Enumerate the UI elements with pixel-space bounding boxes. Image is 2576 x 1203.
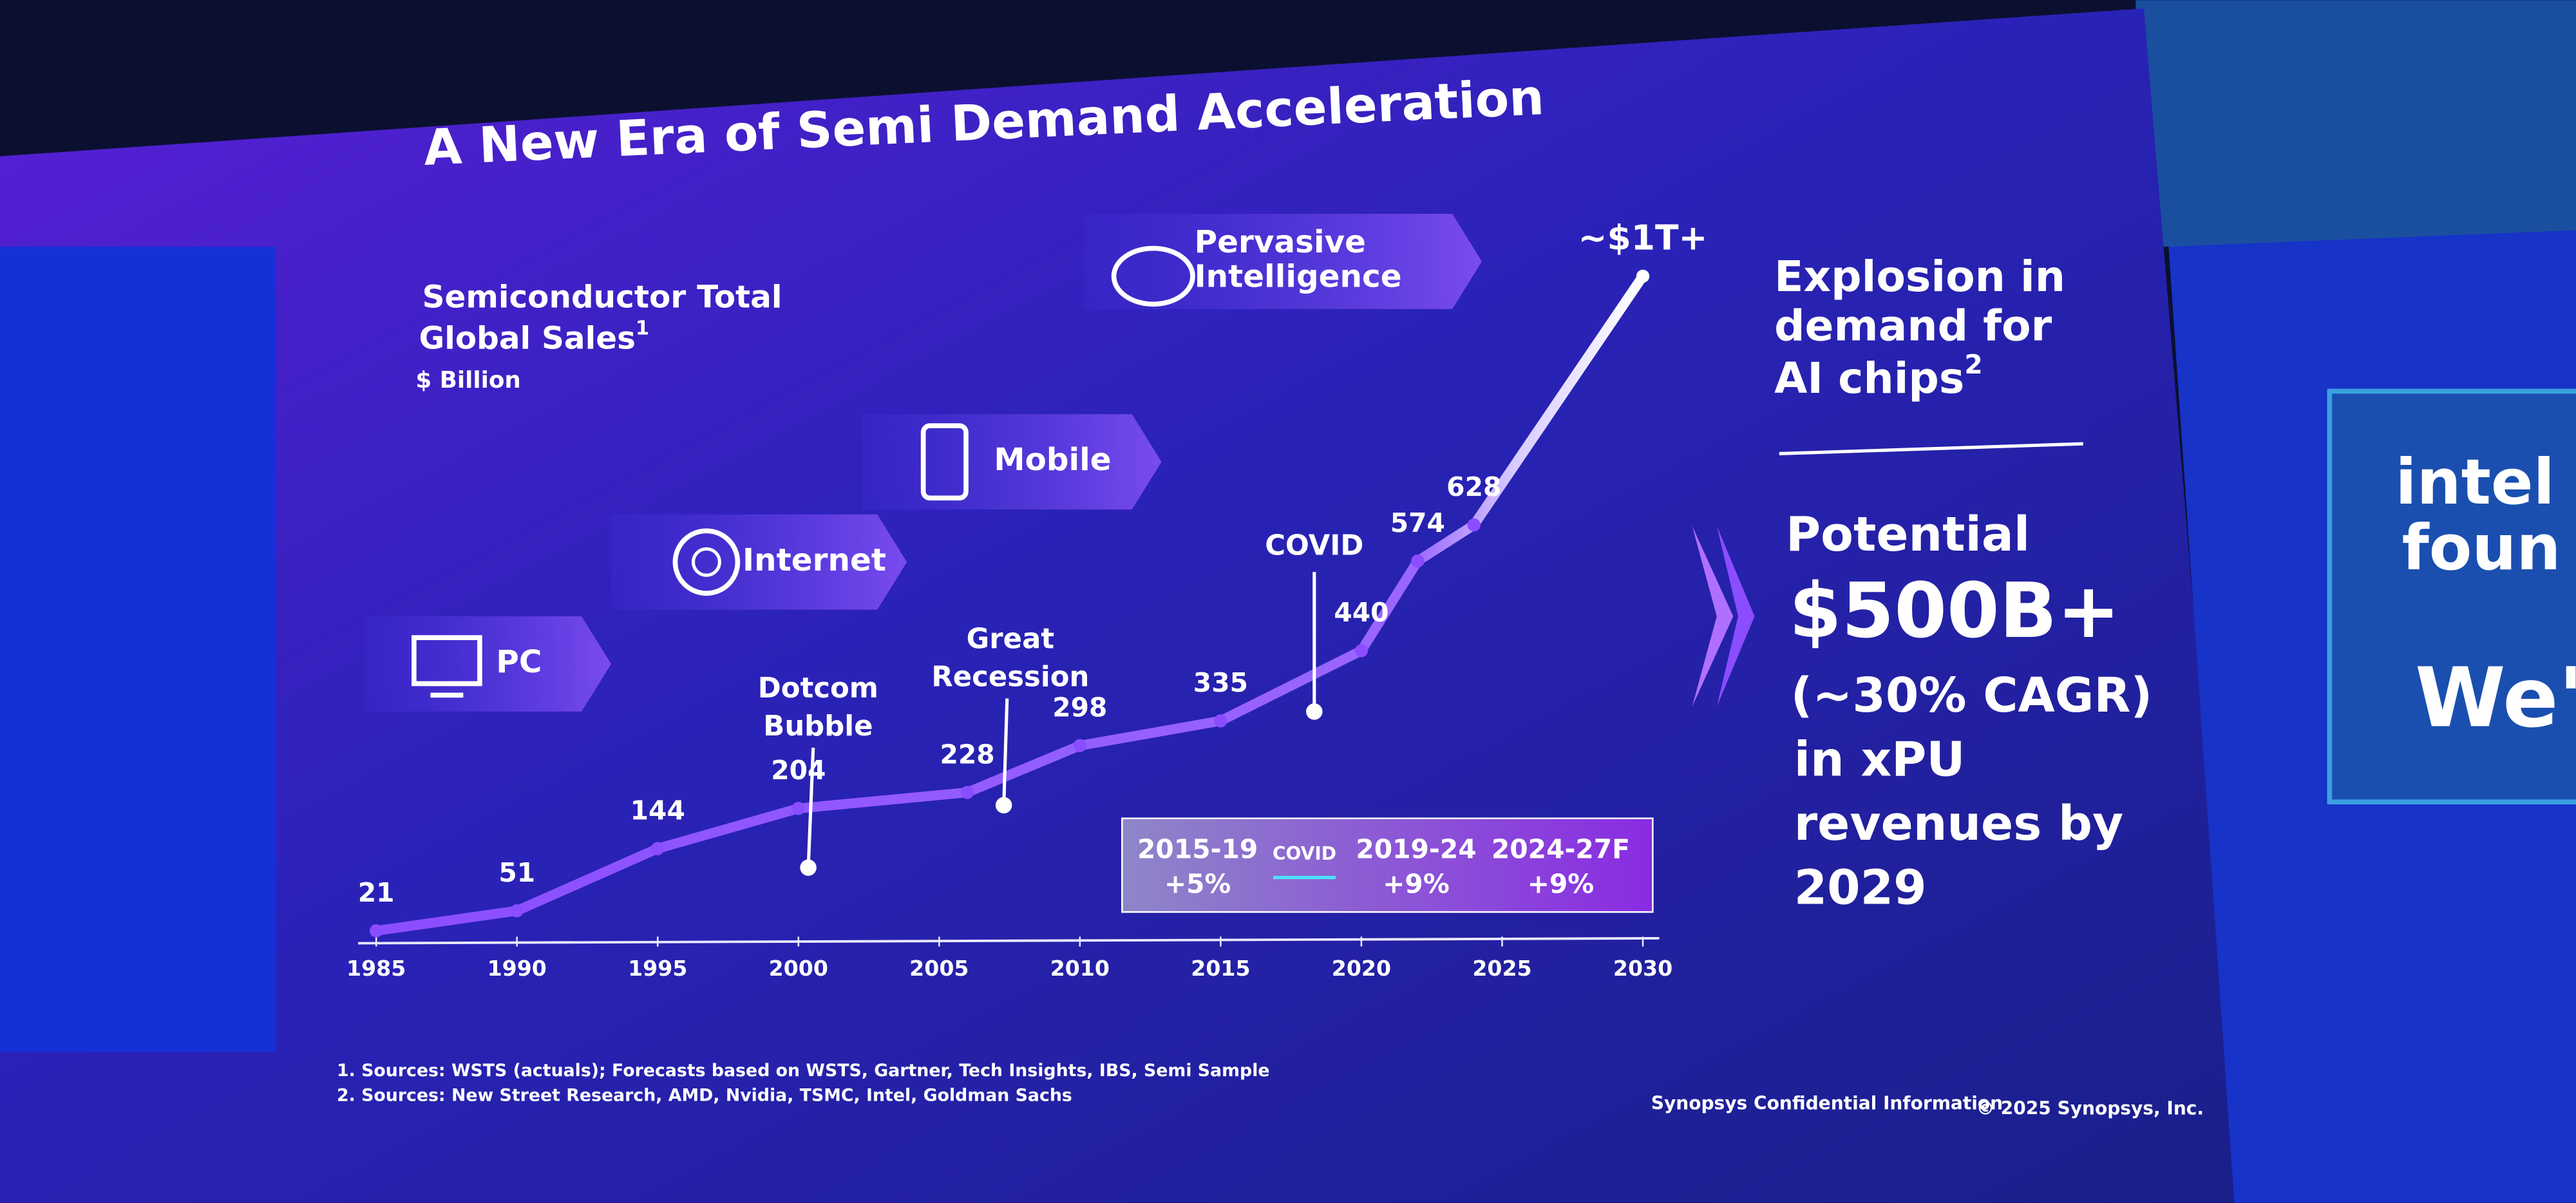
footer-confidential: Synopsys Confidential Information <box>1651 1093 2003 1114</box>
ceiling-glow <box>2136 0 2576 247</box>
divider <box>1779 442 2083 455</box>
cagr-growth: +9% <box>1383 868 1449 899</box>
side-heading-line: demand for <box>1774 301 2052 351</box>
cagr-period: 2024-27F <box>1492 834 1630 865</box>
intel-box <box>2327 388 2576 805</box>
x-tick-label: 2005 <box>909 956 969 981</box>
cagr-period: 2019-24 <box>1356 834 1476 865</box>
footnote: 1. Sources: WSTS (actuals); Forecasts ba… <box>337 1061 1270 1081</box>
era-label: Mobile <box>994 442 1111 478</box>
cagr-period: 2015-19 <box>1137 834 1258 865</box>
side-heading: demand for <box>1774 301 2052 351</box>
x-tick-label: 2020 <box>1332 956 1391 981</box>
data-point <box>791 802 805 815</box>
side-amount: $500B+ <box>1789 567 2120 655</box>
annotation-pointer <box>1002 698 1009 806</box>
data-label: 144 <box>630 795 685 826</box>
x-axis <box>358 937 1660 945</box>
x-tick-label: 2015 <box>1191 956 1250 981</box>
annotation: Dotcom <box>758 672 878 705</box>
data-point <box>510 904 524 918</box>
x-tick-label: 2000 <box>769 956 828 981</box>
data-label: 204 <box>771 755 826 786</box>
era-label: Intelligence <box>1195 259 1402 295</box>
data-label: 335 <box>1193 667 1248 698</box>
era-badge <box>1084 213 1482 309</box>
slide <box>0 8 2243 1203</box>
data-point <box>1636 269 1650 283</box>
data-point <box>1073 739 1087 752</box>
data-point <box>1214 714 1227 728</box>
data-label: 628 <box>1446 471 1501 502</box>
footnote-mark: 1 <box>636 317 649 339</box>
side-rate: (~30% CAGR) <box>1791 668 2153 723</box>
phone-icon <box>920 423 969 501</box>
x-tick-label: 2010 <box>1050 956 1110 981</box>
side-body: in xPU <box>1794 732 1965 787</box>
data-label: 574 <box>1390 507 1445 538</box>
chevron <box>1692 526 1734 707</box>
era-label: PC <box>496 644 542 680</box>
globe-icon <box>672 528 741 596</box>
data-point <box>369 924 383 938</box>
annotation: COVID <box>1265 529 1363 562</box>
pc-icon <box>412 635 482 687</box>
unit-label: $ Billion <box>415 367 520 393</box>
footnote: 2. Sources: New Street Research, AMD, Nv… <box>337 1085 1072 1105</box>
data-label: ~$1T+ <box>1578 217 1708 258</box>
data-point <box>1411 554 1425 568</box>
screen-text: We' <box>2415 650 2576 746</box>
annotation: Recession <box>931 661 1089 693</box>
footer-copyright: © 2025 Synopsys, Inc. <box>1976 1097 2204 1119</box>
cagr-growth: +5% <box>1164 868 1231 899</box>
side-body: revenues by <box>1794 796 2123 851</box>
data-label: 440 <box>1334 597 1388 628</box>
side-body: 2029 <box>1794 860 1927 915</box>
side-heading-line: AI chips <box>1774 353 1964 403</box>
x-tick-label: 2030 <box>1613 956 1672 981</box>
annotation-dot <box>800 859 817 876</box>
x-tick-label: 1995 <box>628 956 687 981</box>
data-point <box>1467 518 1481 532</box>
era-badge <box>365 616 611 712</box>
annotation-pointer <box>806 747 815 868</box>
data-label: 21 <box>358 877 395 908</box>
cagr-note: COVID <box>1273 843 1336 864</box>
annotation: Bubble <box>763 710 873 743</box>
cagr-box <box>1121 817 1654 913</box>
x-tick-label: 1990 <box>488 956 547 981</box>
side-heading: Explosion in <box>1774 251 2065 301</box>
data-point <box>1354 644 1368 658</box>
brand-foundry: foun <box>2402 511 2561 584</box>
data-label: 51 <box>498 857 535 888</box>
footnote-mark: 2 <box>1964 349 1982 380</box>
annotation-dot <box>1306 703 1323 720</box>
side-heading: AI chips2 <box>1774 349 1983 403</box>
era-label: Pervasive <box>1195 224 1366 260</box>
data-label: 228 <box>940 739 994 770</box>
chevron <box>1716 526 1755 707</box>
subtitle: Semiconductor Total <box>422 279 782 316</box>
data-point <box>651 842 665 855</box>
data-label: 298 <box>1052 692 1107 723</box>
data-point <box>960 786 974 799</box>
x-tick-label: 1985 <box>346 956 406 981</box>
subtitle-line: Global Sales <box>419 320 636 356</box>
globe-icon <box>691 547 721 577</box>
side-lead: Potential <box>1786 507 2030 562</box>
x-tick-label: 2025 <box>1472 956 1531 981</box>
annotation: Great <box>967 623 1054 656</box>
era-badge <box>862 414 1162 510</box>
side-heading-line: Explosion in <box>1774 251 2065 301</box>
left-screen <box>0 246 276 1052</box>
cagr-growth: +9% <box>1528 868 1594 899</box>
brand-intel: intel <box>2395 446 2555 518</box>
subtitle: Global Sales1 <box>419 317 650 356</box>
era-label: Internet <box>743 542 886 578</box>
brain-icon <box>1111 245 1195 307</box>
annotation-dot <box>995 797 1012 814</box>
